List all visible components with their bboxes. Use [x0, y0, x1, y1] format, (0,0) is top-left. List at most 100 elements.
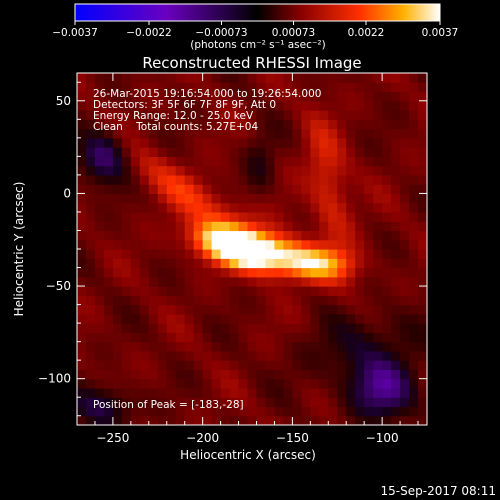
heatmap-cell	[364, 156, 374, 167]
heatmap-cell	[77, 110, 87, 120]
heatmap-cell	[112, 258, 123, 269]
heatmap-cell	[77, 239, 87, 250]
heatmap-cell	[130, 184, 141, 195]
heatmap-cell	[301, 378, 311, 389]
heatmap-cell	[238, 267, 249, 278]
heatmap-cell	[364, 415, 374, 425]
heatmap-cell	[211, 239, 222, 250]
heatmap-cell	[139, 137, 150, 148]
heatmap-cell	[85, 156, 96, 167]
heatmap-cell	[256, 286, 267, 296]
heatmap-cell	[77, 276, 87, 287]
heatmap-cell	[373, 295, 383, 306]
heatmap-cell	[77, 100, 87, 111]
heatmap-cell	[400, 211, 410, 222]
heatmap-cell	[310, 323, 320, 333]
heatmap-cell	[409, 193, 419, 204]
heatmap-cell	[148, 369, 159, 380]
heatmap-cell	[292, 286, 302, 296]
heatmap-cell	[77, 387, 87, 398]
heatmap-cell	[373, 193, 383, 204]
heatmap-cell	[211, 184, 222, 195]
heatmap-cell	[256, 147, 267, 157]
heatmap-cell	[166, 313, 177, 324]
heatmap-cell	[310, 91, 320, 102]
heatmap-cell	[211, 249, 222, 259]
heatmap-cell	[77, 350, 87, 361]
heatmap-cell	[355, 378, 365, 389]
heatmap-cell	[121, 110, 132, 120]
heatmap-cell	[184, 119, 195, 130]
heatmap-cell	[364, 286, 374, 296]
heatmap-cell	[112, 360, 123, 371]
heatmap-cell	[409, 174, 419, 185]
heatmap-cell	[112, 147, 123, 157]
heatmap-cell	[77, 369, 87, 380]
heatmap-cell	[319, 221, 329, 232]
heatmap-cell	[247, 286, 258, 296]
heatmap-cell	[220, 304, 231, 315]
heatmap-cell	[355, 267, 365, 278]
heatmap-cell	[355, 82, 365, 93]
heatmap-cell	[355, 313, 365, 324]
heatmap-cell	[94, 276, 105, 287]
heatmap-cell	[121, 91, 132, 102]
heatmap-cell	[319, 119, 329, 130]
heatmap-cell	[418, 276, 427, 287]
heatmap-cell	[256, 360, 267, 371]
heatmap-cell	[229, 258, 240, 269]
heatmap-cell	[310, 350, 320, 361]
heatmap-cell	[112, 415, 123, 425]
heatmap-cell	[292, 397, 302, 408]
heatmap-cell	[274, 119, 285, 130]
timestamp: 15-Sep-2017 08:11	[381, 484, 496, 498]
heatmap-cell	[175, 184, 186, 195]
heatmap-cell	[220, 100, 231, 111]
heatmap-cell	[364, 258, 374, 269]
heatmap-cell	[337, 211, 347, 222]
heatmap-cell	[139, 313, 150, 324]
heatmap-cell	[121, 378, 132, 389]
heatmap-cell	[265, 295, 276, 306]
heatmap-cell	[382, 295, 392, 306]
heatmap-cell	[77, 73, 87, 83]
heatmap-cell	[166, 165, 177, 176]
heatmap-cell	[373, 304, 383, 315]
heatmap-cell	[202, 397, 213, 408]
heatmap-cell	[121, 249, 132, 259]
heatmap-cell	[292, 378, 302, 389]
heatmap-cell	[355, 91, 365, 102]
heatmap-cell	[409, 184, 419, 195]
heatmap-cell	[382, 313, 392, 324]
heatmap-cell	[310, 332, 320, 343]
heatmap-cell	[148, 276, 159, 287]
heatmap-cell	[400, 276, 410, 287]
heatmap-cell	[310, 397, 320, 408]
heatmap-cell	[211, 82, 222, 93]
heatmap-cell	[391, 147, 401, 157]
heatmap-cell	[292, 73, 302, 83]
heatmap-cell	[103, 332, 114, 343]
heatmap-cell	[229, 100, 240, 111]
heatmap-cell	[85, 323, 96, 333]
heatmap-cell	[157, 119, 168, 130]
heatmap-cell	[112, 174, 123, 185]
heatmap-cell	[175, 249, 186, 259]
heatmap-cell	[202, 332, 213, 343]
heatmap-cell	[211, 128, 222, 139]
heatmap-cell	[256, 174, 267, 185]
heatmap-cell	[103, 378, 114, 389]
heatmap-cell	[364, 295, 374, 306]
heatmap-cell	[373, 341, 383, 352]
heatmap-cell	[400, 230, 410, 241]
heatmap-cell	[220, 415, 231, 425]
heatmap-cell	[130, 332, 141, 343]
heatmap-cell	[382, 286, 392, 296]
heatmap-cell	[283, 110, 293, 120]
heatmap-cell	[166, 156, 177, 167]
heatmap-cell	[265, 369, 276, 380]
heatmap-cell	[355, 387, 365, 398]
heatmap-cell	[292, 100, 302, 111]
heatmap-cell	[400, 378, 410, 389]
heatmap-cell	[85, 165, 96, 176]
